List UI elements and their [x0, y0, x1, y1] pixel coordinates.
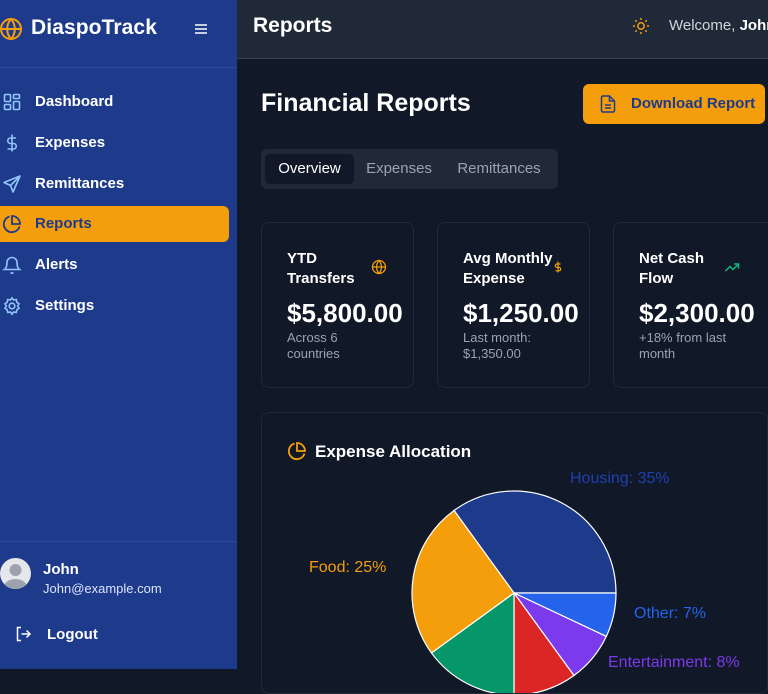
sidebar-item-dashboard[interactable]: Dashboard [0, 84, 229, 120]
user-email: John@example.com [43, 581, 162, 596]
card-title: Net Cash Flow [639, 250, 705, 287]
card-subtext: Last month: $1,350.00 [463, 330, 531, 361]
pie-slice-food [411, 509, 515, 654]
sidebar-item-remittances[interactable]: Remittances [0, 166, 229, 202]
sidebar: DiaspoTrack Dashboard Expenses Remittanc… [0, 0, 237, 669]
expense-pie-chart [411, 490, 617, 693]
send-icon [3, 175, 21, 193]
sidebar-item-reports[interactable]: Reports [0, 206, 229, 242]
welcome-text: Welcome, John [669, 17, 768, 34]
expense-allocation-panel: Expense Allocation Housing: 35% Other: 7%… [261, 412, 768, 694]
panel-title: Expense Allocation [315, 442, 472, 461]
logout-icon [16, 626, 32, 642]
welcome-name: John [739, 17, 768, 34]
sidebar-item-label: Settings [35, 297, 95, 314]
user-icon [3, 564, 28, 589]
menu-icon[interactable] [192, 20, 210, 38]
card-title: YTD Transfers [287, 250, 355, 287]
tab-expenses[interactable]: Expenses [366, 160, 432, 177]
top-bar: Reports Welcome, John [237, 0, 768, 59]
user-name: John [43, 561, 79, 578]
sidebar-item-expenses[interactable]: Expenses [0, 125, 229, 161]
sidebar-item-label: Reports [35, 215, 92, 232]
grid-icon [3, 93, 21, 111]
divider [0, 541, 237, 542]
welcome-prefix: Welcome, [669, 17, 736, 34]
card-value: $1,250.00 [463, 298, 579, 328]
trending-up-icon [724, 263, 740, 272]
tab-bar: Overview Expenses Remittances [261, 149, 558, 189]
brand-name: DiaspoTrack [31, 16, 157, 39]
download-report-label: Download Report [631, 95, 756, 112]
sidebar-item-label: Remittances [35, 175, 125, 192]
tab-remittances[interactable]: Remittances [457, 160, 541, 177]
page-title: Financial Reports [261, 89, 471, 117]
globe-icon [371, 259, 387, 275]
logout-button[interactable]: Logout [0, 620, 237, 650]
file-icon [600, 95, 616, 113]
header-title: Reports [253, 14, 333, 37]
dollar-icon [7, 134, 17, 152]
divider [0, 67, 237, 68]
brand: DiaspoTrack [0, 0, 237, 58]
download-report-button[interactable]: Download Report [583, 84, 765, 124]
pie-label-entertainment: Entertainment: 8% [608, 654, 740, 671]
pie-chart-icon [2, 215, 21, 234]
stat-card-avg-monthly-expense: Avg Monthly Expense $1,250.00 Last month… [437, 222, 590, 388]
card-subtext: +18% from last month [639, 330, 727, 361]
pie-chart-icon [287, 442, 306, 461]
avatar [0, 558, 31, 589]
pie-slice-housing [453, 490, 617, 594]
sidebar-item-label: Dashboard [35, 93, 114, 110]
stat-card-ytd-transfers: YTD Transfers $5,800.00 Across 6 countri… [261, 222, 414, 388]
card-title: Avg Monthly Expense [463, 250, 553, 287]
sun-icon[interactable] [632, 17, 650, 35]
pie-label-housing: Housing: 35% [570, 470, 670, 487]
gear-icon [3, 296, 21, 316]
pie-label-food: Food: 25% [309, 559, 387, 576]
bell-icon [2, 256, 22, 275]
stat-card-net-cash-flow: Net Cash Flow $2,300.00 +18% from last m… [613, 222, 768, 388]
sidebar-item-settings[interactable]: Settings [0, 288, 229, 324]
globe-icon [0, 17, 22, 41]
card-subtext: Across 6 countries [287, 330, 340, 361]
logout-label: Logout [47, 626, 98, 643]
sidebar-item-label: Expenses [35, 134, 106, 151]
tab-overview[interactable]: Overview [265, 154, 354, 184]
sidebar-item-label: Alerts [35, 256, 78, 273]
pie-label-other: Other: 7% [634, 605, 707, 622]
card-value: $5,800.00 [287, 298, 403, 328]
dollar-icon [554, 261, 562, 273]
sidebar-item-alerts[interactable]: Alerts [0, 247, 229, 283]
card-value: $2,300.00 [639, 298, 755, 328]
